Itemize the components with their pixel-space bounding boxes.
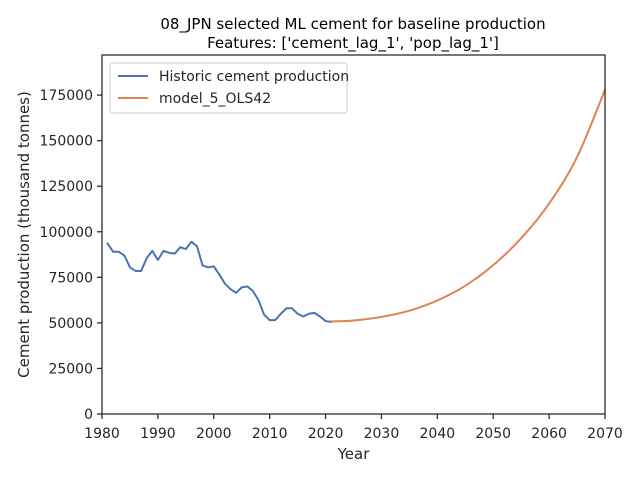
- x-axis-label: Year: [337, 445, 371, 463]
- x-tick-label: 2030: [364, 426, 400, 442]
- y-tick-label: 75000: [48, 270, 93, 286]
- y-tick-label: 25000: [48, 361, 93, 377]
- y-tick-label: 175000: [40, 88, 93, 104]
- x-axis-ticks: 1980 1990 2000 2010 2020 2030 2040 2050 2060 2070: [84, 414, 623, 442]
- x-tick-label: 2040: [420, 426, 456, 442]
- x-tick-label: 2070: [587, 426, 623, 442]
- x-tick-label: 1990: [140, 426, 176, 442]
- x-tick-label: 1980: [84, 426, 120, 442]
- chart-title-line-1: 08_JPN selected ML cement for baseline p…: [160, 15, 545, 34]
- y-tick-label: 100000: [40, 225, 93, 241]
- y-axis-label: Cement production (thousand tonnes): [15, 91, 33, 378]
- x-tick-label: 2060: [531, 426, 567, 442]
- plot-frame: [101, 54, 606, 415]
- y-tick-label: 125000: [40, 179, 93, 195]
- x-tick-label: 2050: [475, 426, 511, 442]
- series-line-1: [330, 88, 607, 323]
- x-tick-label: 2000: [196, 426, 232, 442]
- chart-title-line-2: Features: ['cement_lag_1', 'pop_lag_1']: [207, 34, 499, 53]
- x-tick-label: 2010: [252, 426, 288, 442]
- y-tick-label: 0: [84, 407, 93, 423]
- x-tick-label: 2020: [308, 426, 344, 442]
- series-layer: [106, 88, 607, 324]
- series-line-0: [106, 240, 333, 324]
- legend-entry-1: model_5_OLS42: [159, 91, 271, 107]
- y-tick-label: 150000: [40, 134, 93, 150]
- legend-box: [109, 62, 348, 114]
- legend: Historic cement production model_5_OLS42: [109, 62, 349, 114]
- y-tick-label: 50000: [48, 316, 93, 332]
- y-axis-ticks: 0 25000 50000 75000 100000 125000 150000 175000: [40, 88, 102, 423]
- legend-entry-0: Historic cement production: [159, 69, 349, 85]
